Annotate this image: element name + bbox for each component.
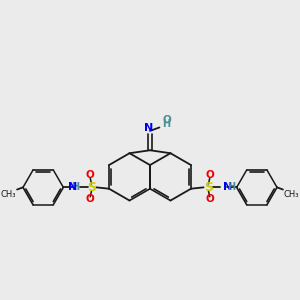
Text: O: O xyxy=(206,170,214,180)
Text: CH₃: CH₃ xyxy=(284,190,299,199)
Text: H: H xyxy=(71,182,79,192)
Text: O: O xyxy=(86,170,94,180)
Text: CH₃: CH₃ xyxy=(1,190,16,199)
Text: O: O xyxy=(162,115,171,125)
Text: S: S xyxy=(204,181,213,194)
Text: N: N xyxy=(223,182,232,192)
Text: H: H xyxy=(162,119,170,129)
Text: N: N xyxy=(144,123,153,133)
Text: S: S xyxy=(87,181,96,194)
Text: O: O xyxy=(86,194,94,205)
Text: H: H xyxy=(227,182,235,192)
Text: O: O xyxy=(206,194,214,205)
Text: N: N xyxy=(68,182,77,192)
